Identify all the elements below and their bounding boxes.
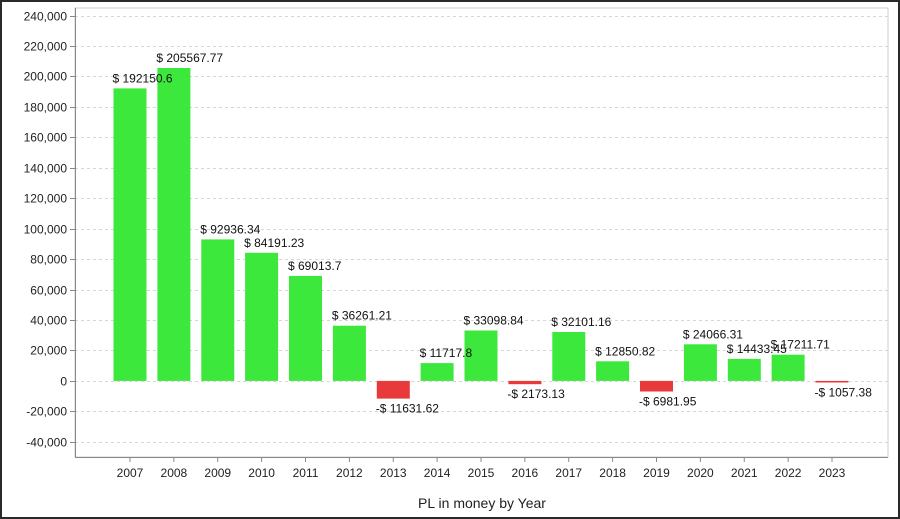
- y-tick-label: 160,000: [24, 131, 68, 145]
- x-tick-label: 2009: [204, 466, 231, 480]
- bars: [113, 68, 849, 399]
- y-tick-label: -20,000: [26, 405, 67, 419]
- y-tick-label: 240,000: [24, 10, 68, 24]
- x-tick-label: 2022: [775, 466, 802, 480]
- x-tick-label: 2008: [161, 466, 188, 480]
- y-tick-label: 220,000: [24, 40, 68, 54]
- bar-2013: [376, 380, 410, 399]
- bar-2019: [640, 380, 673, 392]
- x-tick-label: 2020: [687, 466, 714, 480]
- grid-lines: [74, 7, 889, 458]
- x-tick-label: 2021: [731, 466, 758, 480]
- x-tick-label: 2017: [555, 466, 582, 480]
- bar-2018: [596, 361, 630, 381]
- bar-2023: [815, 380, 849, 383]
- bar-2009: [201, 239, 235, 381]
- y-tick-label: -40,000: [26, 436, 67, 450]
- data-label-2014: $ 11717.8: [420, 346, 473, 360]
- bar-2011: [289, 275, 322, 381]
- x-tick-label: 2023: [819, 466, 846, 480]
- data-label-2019: -$ 6981.95: [639, 395, 697, 409]
- axes: -40,000 -20,000 0 20,000 40,000 60,000 80,000 1…: [24, 8, 888, 480]
- y-tick-label: 180,000: [24, 101, 68, 115]
- y-tick-label: 200,000: [24, 70, 68, 84]
- data-label-2013: -$ 11631.62: [376, 402, 439, 416]
- data-label-2018: $ 12850.82: [595, 344, 655, 358]
- data-label-2015: $ 33098.84: [464, 314, 524, 328]
- bar-2012: [332, 325, 366, 381]
- y-tick-label: 140,000: [24, 162, 68, 176]
- y-tick-label: 100,000: [24, 223, 68, 237]
- bar-2021: [727, 358, 761, 381]
- x-tick-label: 2014: [424, 466, 451, 480]
- x-tick-label: 2013: [380, 466, 407, 480]
- data-labels: $ 192150.6 $ 205567.77 $ 92936.34$ 84191.2…: [113, 51, 873, 416]
- data-label-2011: $ 69013.7: [288, 259, 342, 273]
- bar-2014: [420, 363, 454, 381]
- bar-2007: [113, 88, 147, 381]
- x-tick-label: 2015: [468, 466, 495, 480]
- bar-2017: [552, 332, 586, 381]
- x-tick-label: 2018: [599, 466, 626, 480]
- data-label-2008: $ 205567.77: [156, 51, 223, 65]
- x-tick-label: 2007: [117, 466, 144, 480]
- y-tick-label: 120,000: [24, 192, 68, 206]
- data-label-2021: $ 14433.45: [727, 342, 787, 356]
- x-tick-label: 2012: [336, 466, 363, 480]
- bar-2010: [245, 252, 279, 381]
- y-tick-label: 40,000: [30, 314, 67, 328]
- bar-2020: [683, 344, 717, 381]
- data-label-2009: $ 92936.34: [200, 222, 260, 236]
- x-axis-title: PL in money by Year: [418, 495, 546, 511]
- bar-2022: [771, 354, 805, 381]
- y-tick-label: 0: [60, 375, 67, 389]
- data-label-2016: -$ 2173.13: [507, 387, 565, 401]
- bar-2008: [157, 68, 191, 381]
- y-tick-label: 20,000: [30, 344, 67, 358]
- x-tick-label: 2016: [512, 466, 539, 480]
- y-tick-label: 80,000: [30, 253, 67, 267]
- bar-2015: [464, 330, 498, 381]
- data-label-2022: $ 17211.71: [771, 338, 830, 352]
- data-label-2023: -$ 1057.38: [815, 386, 873, 400]
- plot-area-border: [74, 7, 889, 458]
- data-label-2020: $ 24066.31: [683, 327, 743, 341]
- data-label-2010: $ 84191.23: [244, 236, 304, 250]
- x-tick-label: 2010: [248, 466, 275, 480]
- bar-2016: [508, 380, 542, 385]
- data-label-2017: $ 32101.16: [551, 315, 611, 329]
- y-tick-label: 60,000: [30, 284, 67, 298]
- data-label-2012: $ 36261.21: [332, 309, 392, 323]
- x-tick-label: 2019: [643, 466, 670, 480]
- x-tick-label: 2011: [293, 466, 319, 480]
- data-label-2007: $ 192150.6: [113, 71, 173, 85]
